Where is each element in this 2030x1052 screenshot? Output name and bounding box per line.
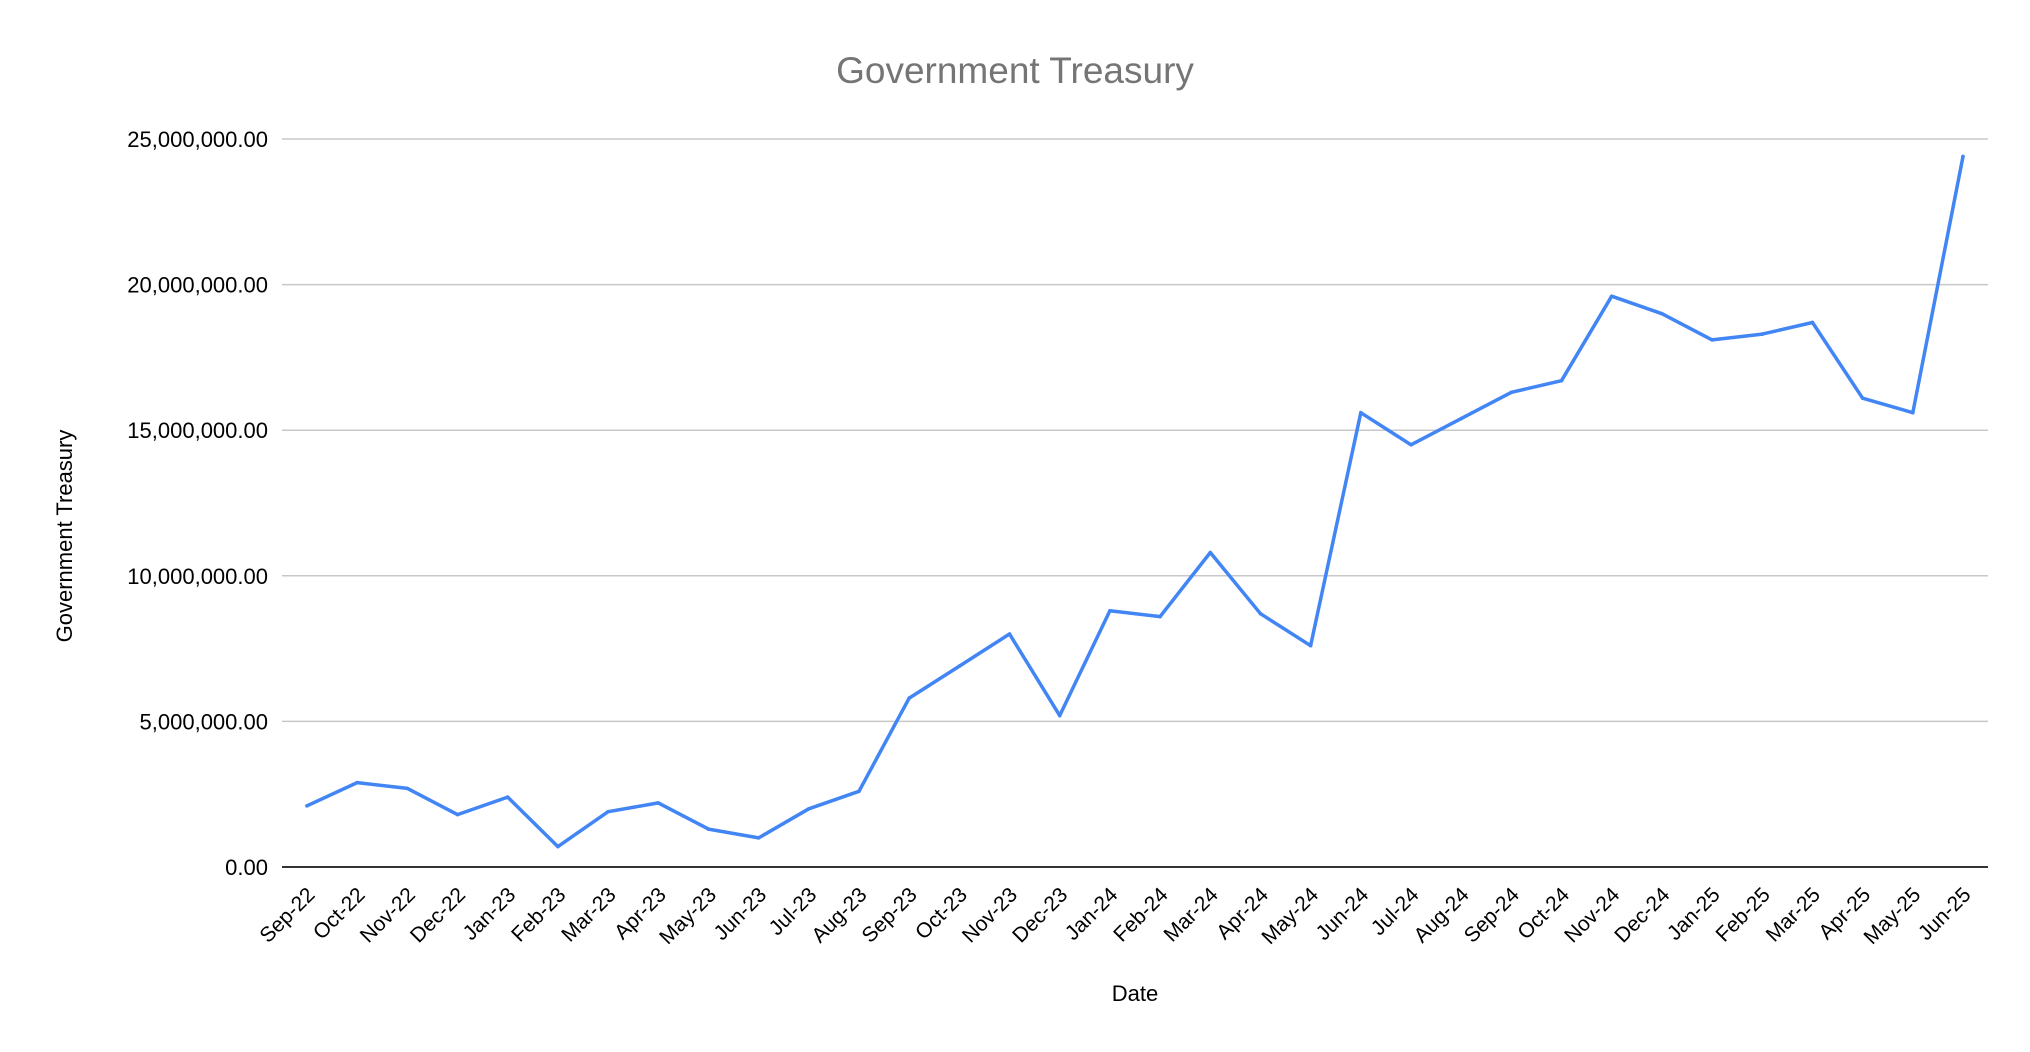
data-point <box>405 786 410 791</box>
x-tick-label: Nov-23 <box>958 883 1022 947</box>
data-point <box>1359 410 1363 415</box>
data-point <box>1609 294 1614 299</box>
x-tick-label: Jun-23 <box>709 883 771 945</box>
data-point <box>1057 713 1062 718</box>
x-tick-label: Mar-25 <box>1762 883 1825 946</box>
data-point <box>355 780 359 785</box>
x-tick-label: Sep-22 <box>255 883 319 947</box>
data-point <box>505 795 510 799</box>
x-tick-label: Mar-23 <box>557 883 620 946</box>
x-tick-label: Feb-23 <box>507 883 570 946</box>
data-point <box>1258 611 1263 616</box>
y-tick-label: 5,000,000.00 <box>140 709 268 734</box>
x-tick-label: Jun-24 <box>1312 883 1374 945</box>
data-point <box>1660 311 1664 316</box>
x-tick-label: May-23 <box>655 883 721 949</box>
y-axis-ticks: 0.00 5,000,000.00 10,000,000.00 15,000,000.… <box>127 127 268 880</box>
gridlines <box>282 138 1988 723</box>
data-point <box>1760 332 1765 336</box>
data-point <box>1509 390 1514 395</box>
data-point <box>1911 410 1915 415</box>
y-axis-title: Government Treasury <box>52 430 77 643</box>
data-point <box>1007 632 1012 636</box>
x-tick-label: Sep-23 <box>858 883 922 947</box>
x-tick-label: May-24 <box>1257 883 1323 949</box>
x-tick-label: Dec-23 <box>1008 883 1072 947</box>
x-tick-label: May-25 <box>1860 883 1926 949</box>
data-point <box>706 827 711 831</box>
y-tick-label: 15,000,000.00 <box>127 418 268 443</box>
data-point <box>1208 550 1213 555</box>
x-tick-label: Mar-24 <box>1160 883 1224 947</box>
x-tick-label: Jan-25 <box>1663 883 1725 945</box>
data-point <box>1158 614 1162 619</box>
x-tick-label: Feb-24 <box>1109 883 1173 947</box>
data-point <box>1710 338 1714 342</box>
x-tick-label: Feb-25 <box>1711 883 1774 946</box>
data-point <box>1559 378 1564 383</box>
data-point <box>957 664 962 668</box>
y-tick-label: 25,000,000.00 <box>127 127 268 152</box>
x-tick-label: Aug-23 <box>807 883 871 947</box>
x-tick-label: Nov-22 <box>356 883 420 947</box>
y-tick-label: 0.00 <box>225 855 268 880</box>
data-point <box>1860 396 1865 400</box>
data-point <box>1810 320 1815 325</box>
data-point <box>907 696 911 700</box>
x-tick-label: Dec-24 <box>1610 883 1674 947</box>
chart-title: Government Treasury <box>836 50 1194 91</box>
data-point <box>455 812 460 817</box>
data-point <box>1459 416 1463 421</box>
data-point <box>606 809 610 814</box>
series-lines <box>305 154 1965 849</box>
data-point <box>1308 643 1313 648</box>
x-axis-ticks: Sep-22Oct-22Nov-22Dec-22Jan-23Feb-23Mar-… <box>255 883 1975 949</box>
x-tick-label: Sep-24 <box>1460 883 1524 947</box>
x-tick-label: Dec-22 <box>406 883 470 947</box>
data-point <box>857 789 861 794</box>
x-tick-label: Jun-25 <box>1914 883 1976 945</box>
x-tick-label: Jan-23 <box>459 883 521 945</box>
data-point <box>1108 608 1112 613</box>
x-tick-label: Aug-24 <box>1410 883 1474 947</box>
x-tick-label: Nov-24 <box>1560 883 1624 947</box>
data-point <box>756 836 761 840</box>
data-point <box>656 801 661 805</box>
data-point <box>305 804 309 808</box>
x-axis-title: Date <box>1112 981 1158 1006</box>
data-point <box>1961 154 1965 159</box>
y-tick-label: 10,000,000.00 <box>127 564 268 589</box>
data-point <box>807 806 811 811</box>
y-tick-label: 20,000,000.00 <box>127 273 268 298</box>
data-point <box>556 844 560 849</box>
series-line <box>305 154 1965 849</box>
data-point <box>1409 442 1413 447</box>
